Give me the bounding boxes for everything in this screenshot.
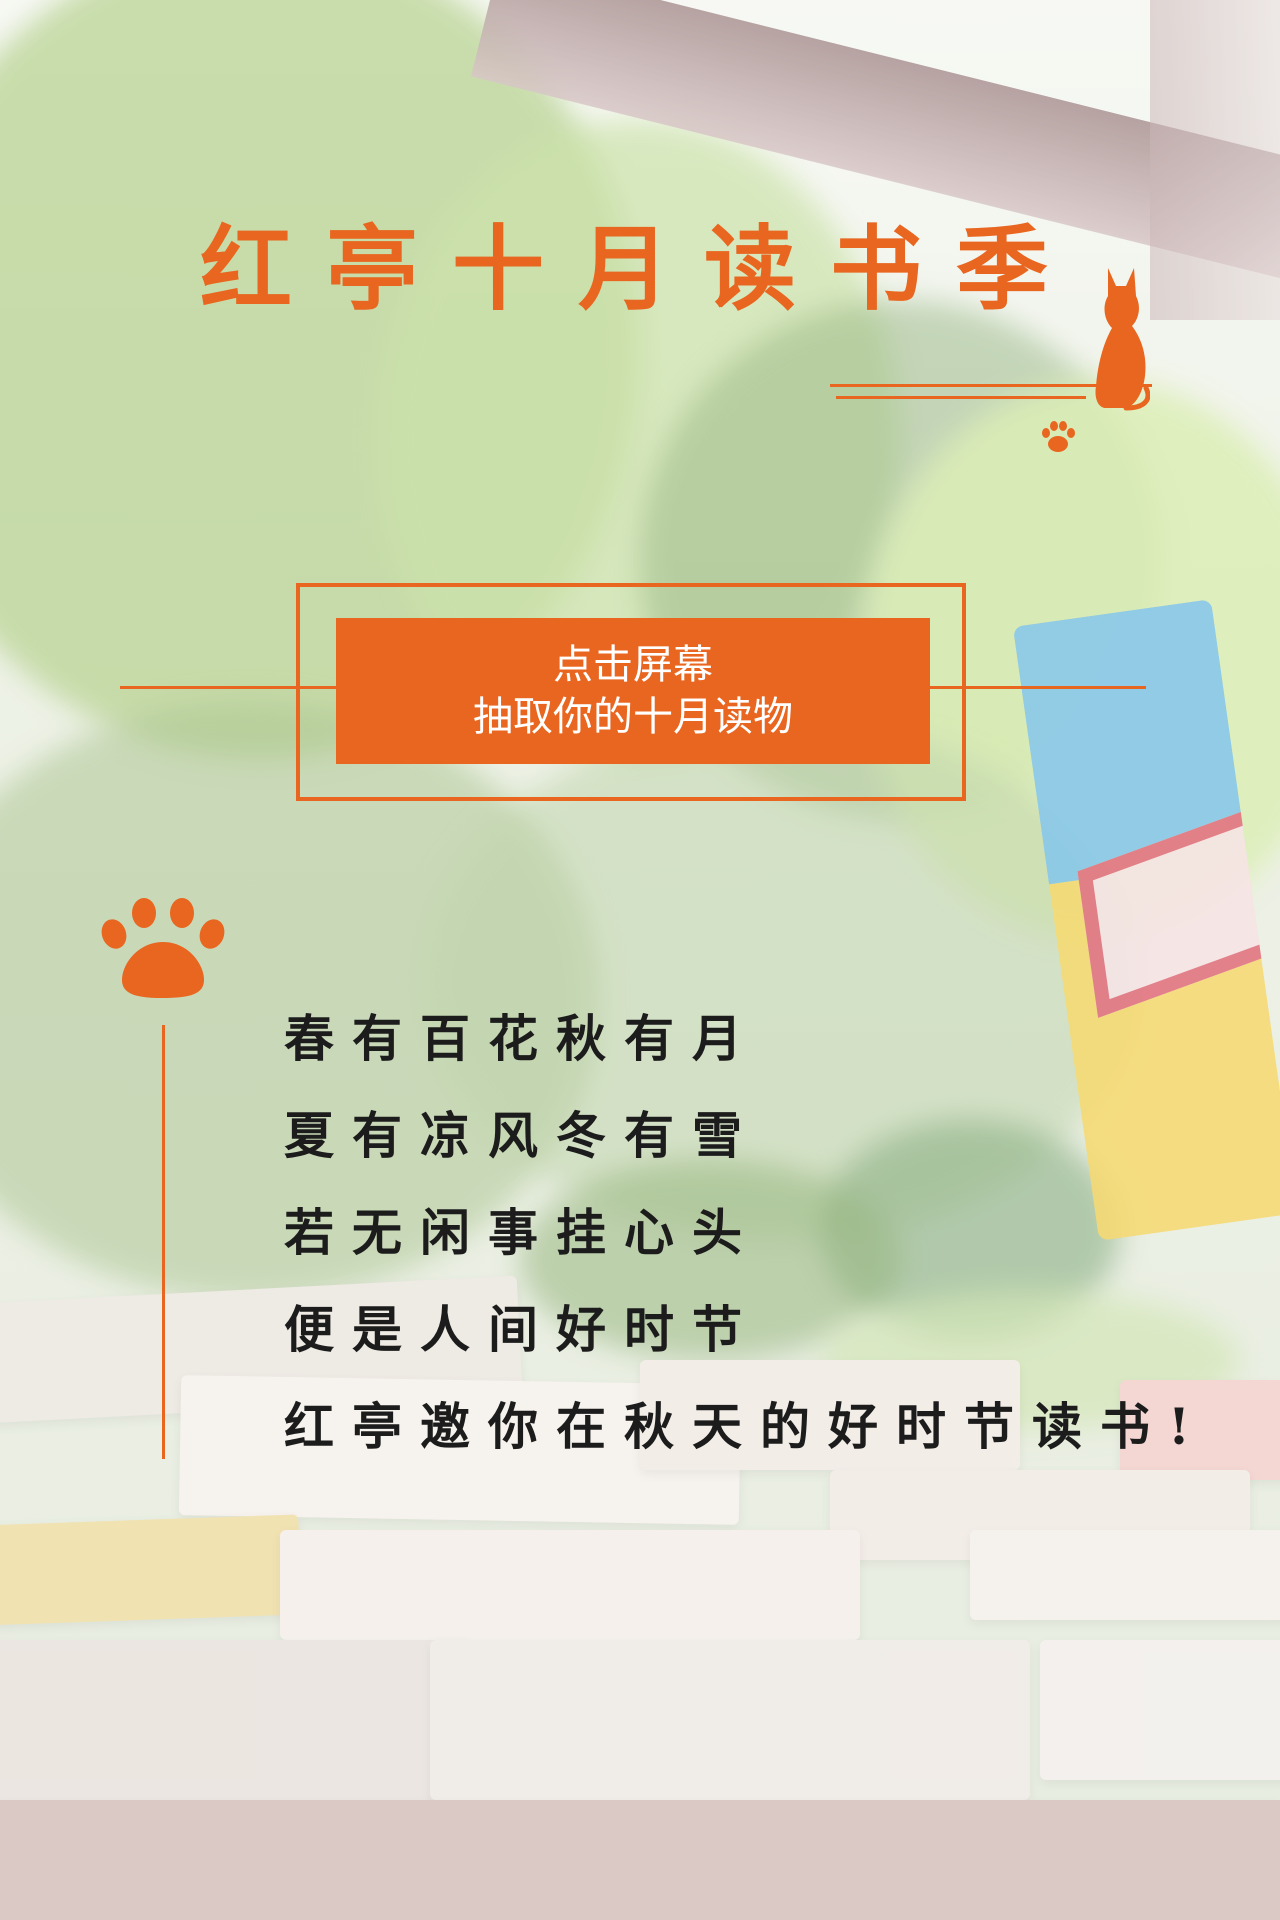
- title-underline-bottom: [836, 396, 1086, 399]
- poem-line: 若无闲事挂心头: [284, 1203, 760, 1262]
- poem-side-rule: [162, 1025, 165, 1459]
- cta-line-2: 抽取你的十月读物: [473, 694, 793, 740]
- poem-line: 便是人间好时节: [284, 1300, 760, 1359]
- poem: 春有百花秋有月 夏有凉风冬有雪 若无闲事挂心头 便是人间好时节 红亭邀你在秋天的…: [284, 990, 1208, 1475]
- title-underline-top: [830, 384, 1152, 387]
- paw-print-icon: [1042, 421, 1075, 452]
- cat-silhouette-icon: [1095, 268, 1150, 411]
- paw-print-icon: [101, 898, 225, 998]
- cta-frame: [296, 583, 966, 801]
- poem-line: 红亭邀你在秋天的好时节读书!: [284, 1397, 1208, 1456]
- cta-line-1: 点击屏幕: [553, 642, 713, 688]
- draw-book-button[interactable]: 点击屏幕 抽取你的十月读物: [336, 618, 930, 764]
- cta-divider-right: [928, 686, 1146, 689]
- poem-line: 夏有凉风冬有雪: [284, 1106, 760, 1165]
- cta-divider-left: [120, 686, 336, 689]
- poem-line: 春有百花秋有月: [284, 1009, 760, 1068]
- page-title: 红亭十月读书季: [200, 215, 1083, 323]
